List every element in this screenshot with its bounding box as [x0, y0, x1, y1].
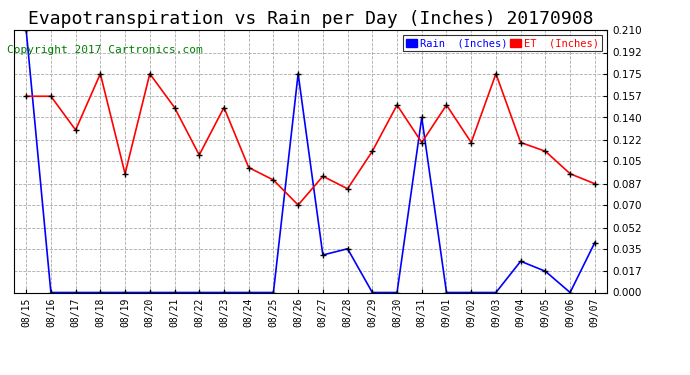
Text: Copyright 2017 Cartronics.com: Copyright 2017 Cartronics.com: [7, 45, 203, 55]
Legend: Rain  (Inches), ET  (Inches): Rain (Inches), ET (Inches): [403, 35, 602, 51]
Title: Evapotranspiration vs Rain per Day (Inches) 20170908: Evapotranspiration vs Rain per Day (Inch…: [28, 10, 593, 28]
